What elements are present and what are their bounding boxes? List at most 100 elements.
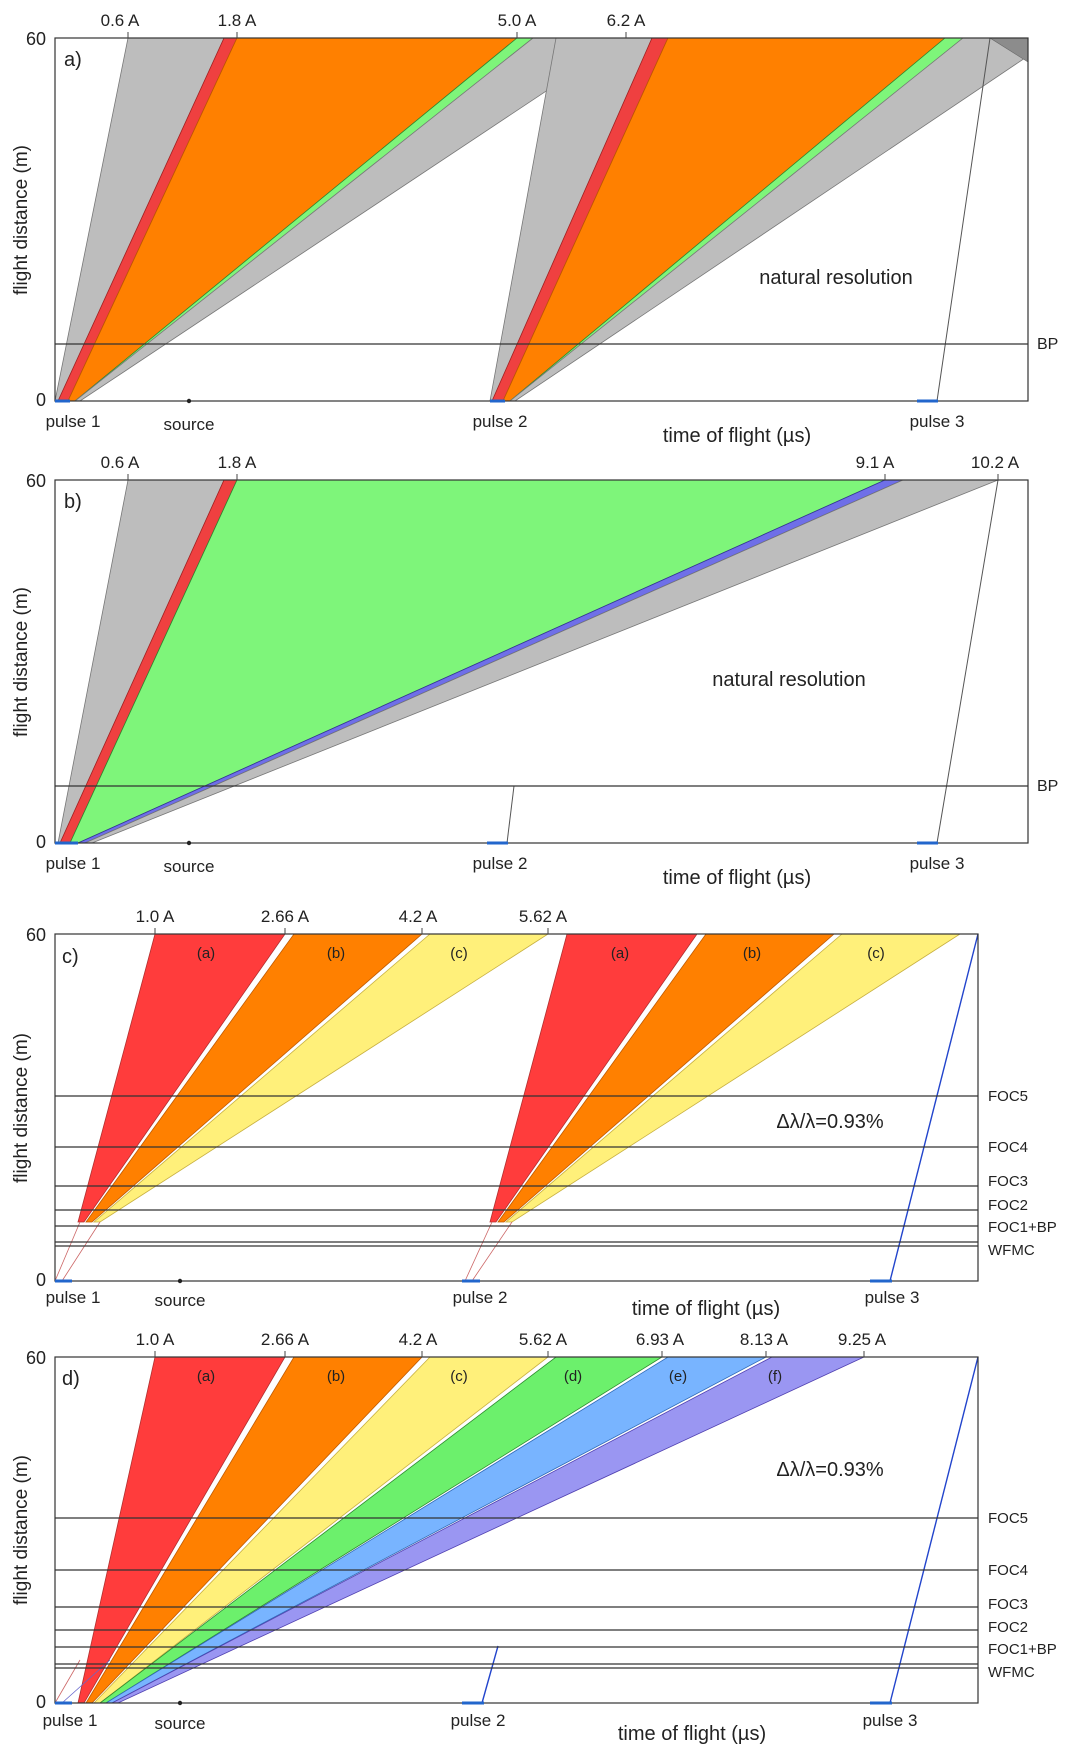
component-label-foc2: FOC2 xyxy=(988,1619,1028,1636)
pulse-markers xyxy=(55,1700,892,1706)
pulse-3-label: pulse 3 xyxy=(865,1288,920,1307)
wavelength-label-0-6a: 0.6 A xyxy=(101,11,140,30)
y-axis-label: flight distance (m) xyxy=(11,1455,32,1605)
component-lines xyxy=(55,1095,978,1247)
y-tick-max: 60 xyxy=(26,925,46,945)
pulse-3-trace xyxy=(936,37,991,402)
pulse-3-label: pulse 3 xyxy=(863,1711,918,1730)
source-marker xyxy=(186,398,192,404)
subframe-label-e: (e) xyxy=(669,1368,687,1385)
pulse-3-trace xyxy=(889,1356,979,1704)
pulse-1-label: pulse 1 xyxy=(46,1288,101,1307)
pulse-1-label: pulse 1 xyxy=(46,854,101,873)
source-label: source xyxy=(163,857,214,876)
panel-b-bands xyxy=(57,479,999,844)
x-axis-label: time of flight (µs) xyxy=(632,1298,780,1320)
y-tick-max: 60 xyxy=(26,471,46,491)
subframe-label-b: (b) xyxy=(327,945,345,962)
y-axis-label: flight distance (m) xyxy=(11,1033,32,1183)
component-lines xyxy=(55,1517,978,1669)
pulse-markers xyxy=(55,1278,892,1284)
panel-a-bands xyxy=(54,37,1029,402)
wavelength-label-9-25a: 9.25 A xyxy=(838,1330,887,1349)
component-label-bp: BP xyxy=(1037,336,1058,353)
wavelength-label-5-0a: 5.0 A xyxy=(498,11,537,30)
wavelength-label-4-2a: 4.2 A xyxy=(399,907,438,926)
wavelength-label-10-2a: 10.2 A xyxy=(971,453,1020,472)
panel-c-frame xyxy=(54,933,979,1282)
component-label-foc2: FOC2 xyxy=(988,1197,1028,1214)
subframe-label-c-2: (c) xyxy=(867,945,885,962)
panel-d-label: d) xyxy=(62,1368,80,1390)
wavelength-labels: 1.0 A 2.66 A 4.2 A 5.62 A xyxy=(136,907,568,934)
panel-c: FOC5 FOC4 FOC3 FOC2 FOC1+BP WFMC c) 60 0… xyxy=(11,907,1057,1320)
subframe-label-b: (b) xyxy=(327,1368,345,1385)
wavelength-label-2-66a: 2.66 A xyxy=(261,1330,310,1349)
source-label: source xyxy=(154,1714,205,1733)
x-axis-label: time of flight (µs) xyxy=(663,867,811,889)
annotation-resolution: Δλ/λ=0.93% xyxy=(776,1111,884,1133)
panel-d: FOC5 FOC4 FOC3 FOC2 FOC1+BP WFMC d) 60 0… xyxy=(11,1330,1057,1745)
y-axis-label: flight distance (m) xyxy=(11,587,32,737)
y-tick-zero: 0 xyxy=(36,1692,46,1712)
wavelength-label-5-62a: 5.62 A xyxy=(519,1330,568,1349)
pulse-2-trace xyxy=(506,785,515,844)
panel-c-bands xyxy=(54,933,979,1282)
y-tick-zero: 0 xyxy=(36,832,46,852)
panel-a-label: a) xyxy=(64,49,82,71)
subframe-label-f: (f) xyxy=(768,1368,782,1385)
pulse-3-label: pulse 3 xyxy=(910,854,965,873)
subframe-label-a-2: (a) xyxy=(611,945,629,962)
pulse-2-label: pulse 2 xyxy=(453,1288,508,1307)
component-label-foc1-bp: FOC1+BP xyxy=(988,1219,1057,1236)
pulse-1-label: pulse 1 xyxy=(43,1711,98,1730)
subframe-label-c: (c) xyxy=(450,945,468,962)
pulse-markers xyxy=(55,398,938,404)
component-label-wfmc: WFMC xyxy=(988,1664,1035,1681)
subframe-label-b-2: (b) xyxy=(743,945,761,962)
pulse-3-trace xyxy=(889,933,979,1282)
y-tick-max: 60 xyxy=(26,1348,46,1368)
subframe-label-d: (d) xyxy=(564,1368,582,1385)
subframe-label-c: (c) xyxy=(450,1368,468,1385)
fan-lines xyxy=(61,1221,101,1282)
wavelength-label-6-93a: 6.93 A xyxy=(636,1330,685,1349)
wavelength-labels: 1.0 A 2.66 A 4.2 A 5.62 A 6.93 A 8.13 A … xyxy=(136,1330,887,1357)
wavelength-label-1-8a: 1.8 A xyxy=(218,453,257,472)
wavelength-labels: 0.6 A 1.8 A 5.0 A 6.2 A xyxy=(101,11,646,38)
component-labels: FOC5 FOC4 FOC3 FOC2 FOC1+BP WFMC xyxy=(988,1510,1057,1681)
wavelength-label-1-8a: 1.8 A xyxy=(218,11,257,30)
y-tick-max: 60 xyxy=(26,29,46,49)
fan-lines xyxy=(54,1659,81,1704)
y-tick-zero: 0 xyxy=(36,390,46,410)
fan-lines xyxy=(471,1221,513,1282)
source-marker xyxy=(177,1278,183,1284)
fan-lines xyxy=(61,1659,111,1704)
subframe-labels: (a) (b) (c) (d) (e) (f) xyxy=(197,1368,782,1385)
source-marker xyxy=(177,1700,183,1706)
component-label-foc4: FOC4 xyxy=(988,1562,1028,1579)
fan-lines xyxy=(464,1221,493,1282)
pulse-markers xyxy=(55,840,938,846)
panel-d-frame xyxy=(54,1356,979,1704)
pulse-3-label: pulse 3 xyxy=(910,412,965,431)
panel-a: BP a) 60 0 flight distance (m) time of f… xyxy=(11,11,1058,447)
panel-c-label: c) xyxy=(62,946,79,968)
wavelength-label-2-66a: 2.66 A xyxy=(261,907,310,926)
wavelength-label-8-13a: 8.13 A xyxy=(740,1330,789,1349)
x-axis-label: time of flight (µs) xyxy=(618,1723,766,1745)
component-label-bp: BP xyxy=(1037,778,1058,795)
pulse-2-label: pulse 2 xyxy=(473,412,528,431)
component-label-foc5: FOC5 xyxy=(988,1088,1028,1105)
y-tick-zero: 0 xyxy=(36,1270,46,1290)
pulse-2-label: pulse 2 xyxy=(473,854,528,873)
wavelength-label-4-2a: 4.2 A xyxy=(399,1330,438,1349)
pulse-3-trace xyxy=(936,479,999,844)
component-label-foc5: FOC5 xyxy=(988,1510,1028,1527)
subframe-labels: (a) (b) (c) (a) (b) (c) xyxy=(197,945,885,962)
component-label-foc4: FOC4 xyxy=(988,1139,1028,1156)
annotation-resolution: Δλ/λ=0.93% xyxy=(776,1459,884,1481)
panel-b-frame xyxy=(54,479,1029,844)
panel-d-bands xyxy=(54,1356,979,1704)
